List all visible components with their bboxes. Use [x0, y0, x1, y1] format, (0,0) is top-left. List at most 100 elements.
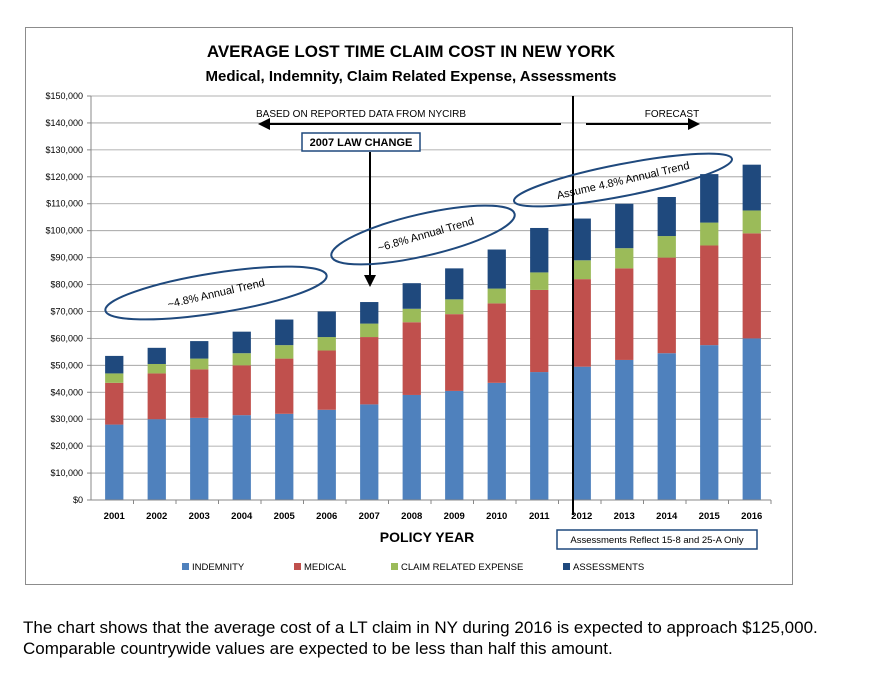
bar-segment-medical: [530, 289, 549, 373]
bar-segment-claim-related-expense: [275, 345, 294, 359]
y-tick-label: $150,000: [45, 91, 83, 101]
bar-segment-assessments: [402, 283, 421, 309]
historical-arrowhead: [258, 118, 270, 130]
x-tick-label: 2009: [444, 511, 465, 522]
bar-segment-medical: [445, 314, 464, 391]
y-tick-label: $60,000: [50, 333, 83, 343]
bar-segment-indemnity: [147, 419, 166, 500]
bar-segment-assessments: [317, 311, 336, 338]
y-tick-label: $0: [73, 495, 83, 505]
bar-segment-assessments: [360, 302, 379, 324]
legend-swatch: [563, 563, 570, 570]
y-tick-label: $10,000: [50, 468, 83, 478]
bar-segment-indemnity: [402, 394, 421, 500]
forecast-arrowhead: [688, 118, 700, 130]
x-tick-label: 2001: [104, 511, 126, 522]
bar-segment-claim-related-expense: [232, 353, 251, 366]
bar-segment-medical: [700, 245, 719, 346]
bar-segment-indemnity: [742, 338, 761, 500]
x-tick-label: 2013: [614, 511, 635, 522]
bar-segment-claim-related-expense: [700, 222, 719, 246]
based-on-note: BASED ON REPORTED DATA FROM NYCIRB: [256, 109, 466, 120]
chart-subtitle: Medical, Indemnity, Claim Related Expens…: [206, 68, 617, 85]
bar-segment-indemnity: [572, 366, 591, 500]
bar-segment-claim-related-expense: [317, 337, 336, 351]
bar-segment-assessments: [742, 164, 761, 211]
bar-segment-medical: [402, 322, 421, 395]
bar-segment-medical: [572, 279, 591, 367]
x-tick-label: 2004: [231, 511, 253, 522]
chart-svg: AVERAGE LOST TIME CLAIM COST IN NEW YORK…: [45, 42, 772, 573]
x-tick-label: 2015: [699, 511, 721, 522]
x-axis-label: POLICY YEAR: [380, 529, 474, 545]
assessments-note: Assessments Reflect 15-8 and 25-A Only: [570, 535, 743, 546]
bar-segment-medical: [190, 369, 209, 418]
bar-segment-medical: [275, 358, 294, 414]
bar-segment-claim-related-expense: [742, 210, 761, 234]
x-tick-label: 2007: [359, 511, 380, 522]
bar-segment-assessments: [147, 347, 166, 364]
x-tick-label: 2002: [146, 511, 167, 522]
bar-segment-medical: [742, 233, 761, 339]
bar-segment-indemnity: [360, 404, 379, 500]
bar-segment-assessments: [700, 174, 719, 223]
law-change-box: [301, 132, 421, 152]
legend-label: MEDICAL: [304, 562, 346, 573]
bar-segment-medical: [105, 382, 124, 425]
legend: INDEMNITY MEDICAL CLAIM RELATED EXPENSE ASS…: [182, 562, 644, 573]
bar-segment-medical: [657, 257, 676, 354]
y-tick-label: $70,000: [50, 306, 83, 316]
bar-segment-indemnity: [275, 413, 294, 500]
y-tick-label: $130,000: [45, 145, 83, 155]
legend-label: CLAIM RELATED EXPENSE: [401, 562, 523, 573]
assessments-note-box: [556, 529, 758, 550]
x-tick-label: 2008: [401, 511, 422, 522]
bar-segment-indemnity: [530, 372, 549, 500]
bar-segment-assessments: [232, 331, 251, 354]
bar-segment-claim-related-expense: [615, 248, 634, 269]
x-tick-label: 2011: [529, 511, 550, 522]
bar-segment-claim-related-expense: [190, 358, 209, 370]
axis-layer: [90, 96, 772, 504]
trend-ellipse-1: [104, 265, 328, 321]
x-axis-ticks: 2001 2002 2003 2004 2005 2006 2007 2008 2009 2010…: [104, 511, 763, 522]
bar-segment-medical: [360, 337, 379, 405]
y-tick-label: $110,000: [46, 199, 83, 209]
bar-segment-medical: [487, 303, 506, 383]
caption-text: The chart shows that the average cost of…: [23, 618, 818, 658]
legend-swatch: [294, 563, 301, 570]
forecast-note: FORECAST: [645, 109, 699, 120]
bar-segment-claim-related-expense: [360, 323, 379, 338]
bar-segment-indemnity: [615, 359, 634, 500]
bar-segment-indemnity: [700, 345, 719, 500]
trend-ellipse-2: [330, 204, 516, 266]
bar-segment-claim-related-expense: [445, 299, 464, 315]
y-tick-label: $80,000: [50, 280, 83, 290]
bar-segment-medical: [147, 373, 166, 420]
bar-segment-assessments: [657, 197, 676, 237]
legend-label: ASSESSMENTS: [573, 562, 644, 573]
bar-segment-assessments: [615, 203, 634, 249]
legend-swatch: [391, 563, 398, 570]
y-tick-label: $20,000: [50, 441, 83, 451]
bar-layer: [105, 164, 761, 500]
bar-segment-claim-related-expense: [487, 288, 506, 304]
bar-segment-assessments: [530, 227, 549, 273]
x-tick-label: 2006: [316, 511, 337, 522]
bar-segment-claim-related-expense: [402, 308, 421, 323]
x-tick-label: 2012: [571, 511, 592, 522]
bar-segment-claim-related-expense: [657, 236, 676, 258]
law-change-arrowhead: [364, 275, 376, 287]
bar-segment-assessments: [487, 249, 506, 289]
trend-ellipse-3: [512, 152, 734, 208]
bar-segment-claim-related-expense: [572, 260, 591, 280]
bar-segment-assessments: [275, 319, 294, 346]
bar-segment-assessments: [190, 341, 209, 359]
bar-segment-medical: [615, 268, 634, 360]
bar-segment-claim-related-expense: [530, 272, 549, 290]
y-tick-label: $30,000: [50, 414, 83, 424]
chart-frame: AVERAGE LOST TIME CLAIM COST IN NEW YORK…: [25, 27, 793, 585]
legend-swatch: [182, 563, 189, 570]
x-tick-label: 2014: [656, 511, 678, 522]
x-tick-label: 2003: [189, 511, 210, 522]
